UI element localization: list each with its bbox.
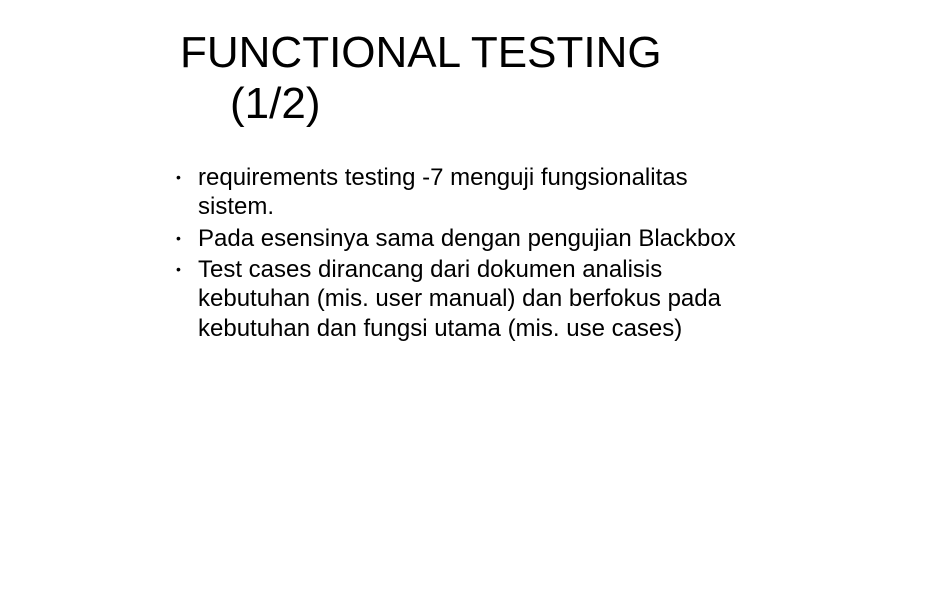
bullet-icon: •	[176, 163, 198, 222]
slide-title: FUNCTIONAL TESTING (1/2)	[180, 28, 935, 129]
slide: FUNCTIONAL TESTING (1/2) • requirements …	[0, 0, 935, 612]
title-line-2: (1/2)	[230, 79, 935, 130]
list-item: • requirements testing -7 menguji fungsi…	[176, 163, 766, 222]
list-item: • Pada esensinya sama dengan pengujian B…	[176, 224, 766, 253]
bullet-text: Pada esensinya sama dengan pengujian Bla…	[198, 224, 766, 253]
list-item: • Test cases dirancang dari dokumen anal…	[176, 255, 766, 343]
bullet-icon: •	[176, 224, 198, 253]
bullet-text: requirements testing -7 menguji fungsion…	[198, 163, 766, 222]
bullet-text: Test cases dirancang dari dokumen analis…	[198, 255, 766, 343]
title-line-1: FUNCTIONAL TESTING	[180, 28, 935, 79]
bullet-list: • requirements testing -7 menguji fungsi…	[176, 163, 766, 343]
bullet-icon: •	[176, 255, 198, 343]
